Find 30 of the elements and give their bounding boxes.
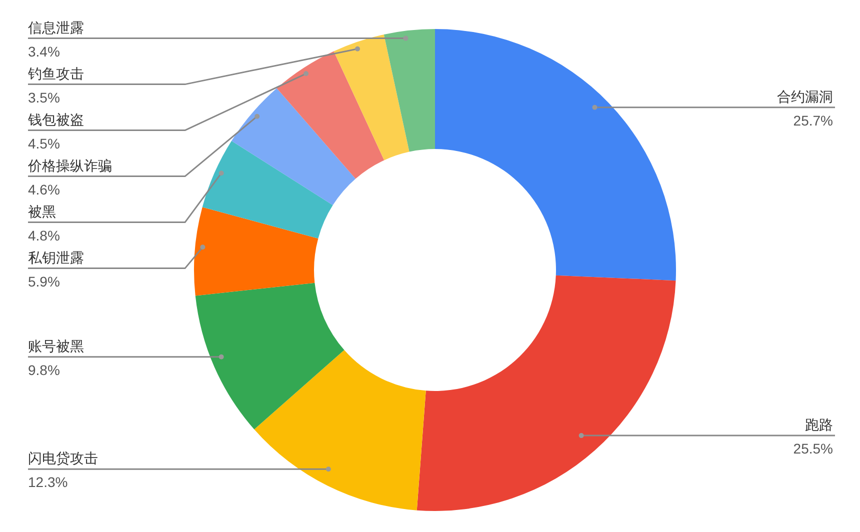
slice-label: 信息泄露 — [28, 20, 84, 36]
slice-label: 账号被黑 — [28, 338, 84, 355]
data-label: 9.8% — [28, 362, 60, 378]
donut-slice — [254, 350, 426, 510]
donut-slice — [202, 140, 333, 238]
slice-label: 被黑 — [28, 204, 56, 220]
data-label: 5.9% — [28, 273, 60, 290]
slice-label: 价格操纵诈骗 — [27, 158, 112, 174]
donut-slice — [232, 88, 356, 206]
slice-label: 跑路 — [805, 418, 833, 434]
data-label: 4.6% — [28, 181, 60, 198]
data-label: 12.3% — [28, 474, 68, 490]
slice-label: 闪电贷攻击 — [28, 451, 98, 468]
data-label: 25.7% — [793, 112, 833, 128]
data-label: 3.4% — [28, 43, 60, 60]
slice-label: 钓鱼攻击 — [27, 66, 84, 82]
data-label: 25.5% — [793, 440, 833, 457]
donut-slice — [384, 29, 435, 152]
donut-slice — [334, 34, 410, 160]
data-label: 4.5% — [28, 135, 60, 152]
data-label: 4.8% — [28, 227, 60, 244]
data-label: 3.5% — [28, 89, 60, 106]
donut-slice — [435, 29, 676, 281]
slice-label: 钱包被盗 — [27, 112, 84, 128]
donut-slice — [194, 207, 318, 296]
slice-label: 私钥泄露 — [28, 250, 84, 266]
donut-slice — [195, 282, 344, 430]
donut-slice — [276, 51, 384, 179]
donut-slice — [416, 275, 676, 511]
slice-label: 合约漏洞 — [777, 89, 833, 106]
